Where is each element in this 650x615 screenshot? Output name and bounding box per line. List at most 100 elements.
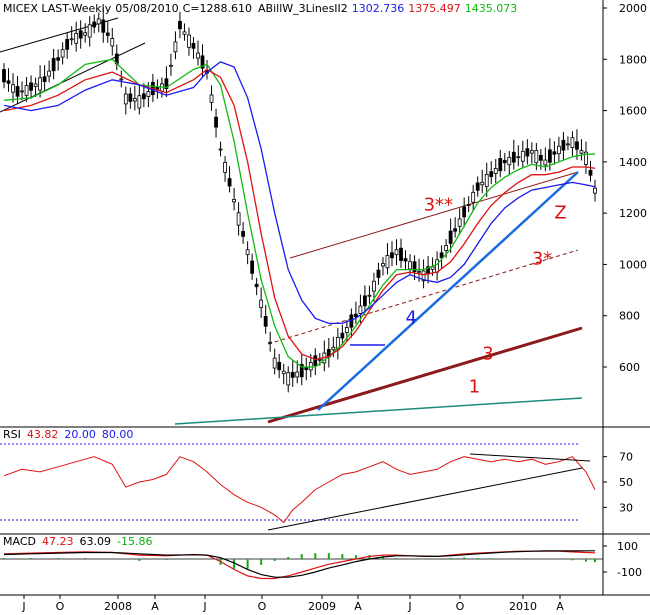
rsi-tick-label: 70: [619, 451, 633, 464]
rsi-value: 43.82: [27, 428, 59, 441]
price-candle: [516, 156, 521, 159]
price-candle: [363, 295, 367, 307]
price-candle: [196, 52, 200, 59]
price-candle: [38, 77, 42, 91]
price-candle: [74, 32, 79, 44]
price-candle: [511, 151, 516, 163]
price-candle: [164, 78, 169, 90]
time-tick-label: J: [202, 600, 206, 613]
price-candle: [24, 85, 29, 96]
price-candle: [51, 58, 56, 72]
price-candle: [417, 270, 421, 273]
time-tick-label: 2008: [104, 600, 132, 613]
price-candle: [552, 151, 557, 155]
price-candle: [394, 249, 399, 256]
price-candle: [69, 38, 74, 41]
price-candle: [132, 98, 137, 102]
macd-signal: 63.09: [79, 535, 111, 548]
price-candle: [214, 116, 218, 128]
price-candle: [358, 305, 363, 314]
annotation-label: Z: [554, 202, 566, 223]
macd-tick-label: -100: [617, 566, 642, 579]
price-candle: [123, 93, 128, 105]
price-candle: [110, 38, 115, 47]
price-candle: [588, 169, 593, 176]
price-candle: [439, 252, 444, 259]
time-tick-label: 2010: [509, 600, 537, 613]
price-tick-label: 1200: [619, 207, 647, 220]
time-tick-label: J: [21, 600, 25, 613]
price-candle: [547, 149, 552, 163]
price-candle: [489, 171, 494, 177]
time-tick-label: A: [151, 600, 159, 613]
price-candle: [182, 31, 187, 35]
price-candle: [178, 20, 182, 30]
price-candle: [245, 249, 250, 256]
annotation-label: 3**: [424, 195, 453, 216]
price-candle: [525, 148, 530, 157]
price-candle: [471, 191, 476, 203]
rsi-label: RSI: [3, 428, 21, 441]
annotations: 3** Z 3* 4 31: [406, 195, 567, 398]
price-candle: [6, 80, 11, 84]
price-candle: [367, 294, 372, 297]
time-tick-label: O: [456, 600, 465, 613]
price-tick-label: 1800: [619, 53, 647, 66]
time-tick-label: J: [407, 600, 411, 613]
price-candle: [593, 187, 597, 194]
price-candle: [403, 258, 408, 262]
price-candle: [187, 34, 191, 48]
price-candle: [272, 357, 277, 369]
price-candle: [15, 86, 20, 97]
annotation-label: 3*: [532, 248, 552, 269]
indicator-value-green: 1435.073: [465, 2, 518, 15]
price-candle: [376, 269, 381, 278]
price-candle: [475, 182, 480, 191]
price-candle: [169, 64, 173, 67]
price-candle: [236, 212, 241, 226]
price-candle: [480, 181, 485, 186]
rsi-line: [3, 456, 596, 524]
price-candle: [507, 156, 512, 166]
price-candle: [493, 168, 498, 174]
rsi-level-high: 80.00: [102, 428, 134, 441]
moving-average-line: [3, 68, 596, 360]
price-candle: [520, 150, 525, 162]
price-candle: [543, 159, 548, 166]
price-candle: [498, 158, 503, 172]
price-tick-label: 2000: [619, 2, 647, 15]
price-tick-label: 1600: [619, 105, 647, 118]
price-candle: [218, 148, 223, 151]
annotation-label: 3: [482, 343, 493, 364]
chart-header: MICEX LAST-Weekly 05/08/2010 C=1288.610 ABi…: [3, 2, 517, 15]
trendline-z: [317, 171, 579, 411]
macd-legend: MACD 47.23 63.09 -15.86: [3, 535, 152, 548]
rsi-trendline-support: [267, 467, 583, 531]
price-candle: [584, 151, 588, 165]
price-candle: [435, 259, 439, 273]
price-candle: [340, 332, 345, 339]
rsi-panel: 70 50 30: [0, 443, 633, 531]
price-candle: [353, 313, 358, 318]
macd-tick-label: 100: [617, 540, 638, 553]
price-candle: [277, 361, 282, 371]
price-candle: [453, 228, 458, 232]
price-candle: [101, 19, 106, 33]
price-candle: [462, 206, 467, 218]
close-label: C=1288.610: [183, 2, 252, 15]
price-candle: [87, 24, 92, 38]
price-candle: [421, 270, 426, 282]
indicator-name: ABillW_3LinesII2: [258, 2, 348, 15]
trendline-lower-2007: [0, 42, 146, 113]
price-candle: [119, 78, 124, 81]
price-candle: [534, 150, 539, 164]
price-candle: [268, 341, 273, 344]
price-candle: [250, 260, 255, 274]
price-candle: [385, 255, 390, 269]
price-candle: [457, 218, 462, 227]
price-candle: [223, 162, 227, 173]
rsi-trendline-resistance: [469, 453, 591, 462]
rsi-level-low: 20.00: [64, 428, 96, 441]
price-candle: [96, 18, 101, 25]
moving-average-line: [3, 61, 596, 325]
